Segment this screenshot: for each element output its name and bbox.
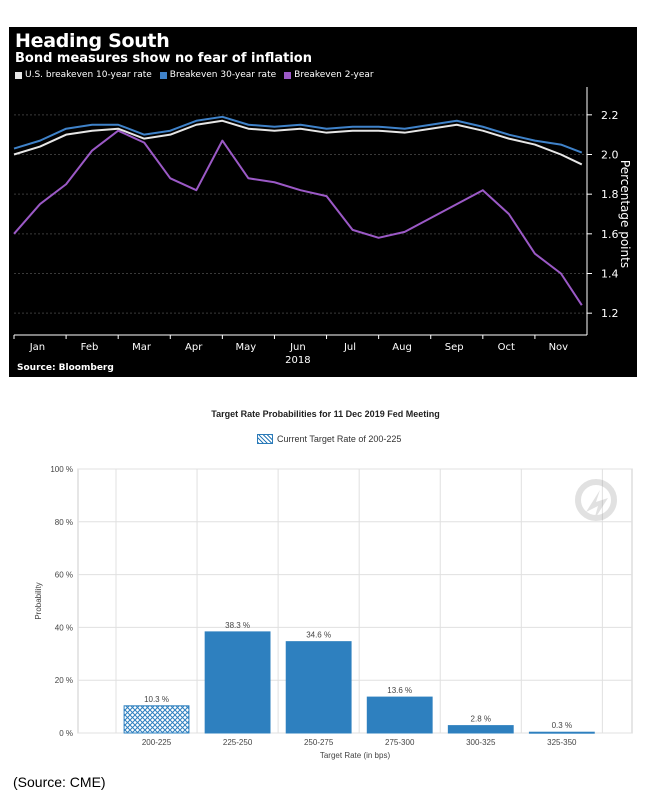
y-tick-label: 2.0 xyxy=(601,149,619,162)
legend-label: Breakeven 2-year xyxy=(294,70,374,80)
y-tick-label: 1.6 xyxy=(601,228,619,241)
x-tick-label: Oct xyxy=(498,342,515,353)
x-axis-label: 2018 xyxy=(285,355,310,366)
y-tick-label: 40 % xyxy=(55,623,73,632)
x-tick-label: 275-300 xyxy=(385,738,415,747)
data-label: 10.3 % xyxy=(144,695,169,704)
x-tick-label: Feb xyxy=(81,342,99,353)
legend-swatch xyxy=(257,434,273,444)
y-tick-label: 1.2 xyxy=(601,307,619,320)
y-tick-label: 1.8 xyxy=(601,188,619,201)
bloomberg-plot: 2.2 2.0 1.8 1.6 1.4 1.2 Percentage points Jan Fe… xyxy=(13,87,632,366)
x-tick-label: 250-275 xyxy=(304,738,334,747)
x-axis-label: Target Rate (in bps) xyxy=(320,751,391,760)
x-tick-label: 225-250 xyxy=(223,738,253,747)
legend-label: Breakeven 30-year rate xyxy=(169,70,277,80)
x-tick-label: Jun xyxy=(289,342,306,353)
x-tick-label: Nov xyxy=(549,342,569,353)
data-label: 34.6 % xyxy=(306,631,331,640)
chart-title: Target Rate Probabilities for 11 Dec 201… xyxy=(211,409,440,419)
data-label: 13.6 % xyxy=(387,686,412,695)
legend-label: Current Target Rate of 200-225 xyxy=(277,434,402,444)
bar-325-350 xyxy=(528,731,595,734)
x-tick-label: 200-225 xyxy=(142,738,172,747)
x-tick-label: 300-325 xyxy=(466,738,496,747)
y-axis-label: Percentage points xyxy=(618,160,632,268)
bar-225-250 xyxy=(204,631,271,734)
x-tick-label: Aug xyxy=(392,342,412,353)
data-label: 38.3 % xyxy=(225,621,250,630)
y-tick-label: 0 % xyxy=(59,729,73,738)
plot-border xyxy=(77,468,633,734)
watermark-logo xyxy=(575,479,617,521)
x-tick-label: Jul xyxy=(343,342,356,353)
series-line-2yr xyxy=(13,129,583,306)
legend-label: U.S. breakeven 10-year rate xyxy=(25,70,152,80)
cme-plot: 0 % 20 % 40 % 60 % 80 % 100 % 10.3 % 200-225 38.… xyxy=(34,465,633,760)
x-tick-label: Jan xyxy=(29,342,45,353)
y-tick-label: 100 % xyxy=(50,465,73,474)
logo-ring xyxy=(575,479,617,521)
legend-item-2yr: Breakeven 2-year xyxy=(284,70,374,80)
data-label: 2.8 % xyxy=(471,715,491,724)
chart-subtitle: Bond measures show no fear of inflation xyxy=(15,51,312,66)
chart-legend: U.S. breakeven 10-year rate Breakeven 30… xyxy=(15,70,374,80)
legend-item-10yr: U.S. breakeven 10-year rate xyxy=(15,70,152,80)
bar-275-300 xyxy=(366,696,433,734)
chart-source: Source: Bloomberg xyxy=(17,363,114,373)
x-tick-label: 325-350 xyxy=(547,738,577,747)
y-tick-label: 80 % xyxy=(55,518,73,527)
bar-200-225 xyxy=(123,705,190,734)
y-tick-label: 2.2 xyxy=(601,109,619,122)
y-tick-label: 20 % xyxy=(55,676,73,685)
x-tick-label: May xyxy=(235,342,256,353)
x-tick-label: Sep xyxy=(445,342,464,353)
bar-250-275 xyxy=(285,641,352,734)
x-tick-label: Mar xyxy=(132,342,152,353)
data-label: 0.3 % xyxy=(552,721,572,730)
y-axis-label: Probability xyxy=(34,582,43,619)
cme-chart: 0 % 20 % 40 % 60 % 80 % 100 % 10.3 % 200-225 38.… xyxy=(0,400,651,770)
y-tick-label: 60 % xyxy=(55,571,73,580)
bar-300-325 xyxy=(447,725,514,734)
bloomberg-chart: 2.2 2.0 1.8 1.6 1.4 1.2 Percentage points Jan Fe… xyxy=(9,27,637,377)
series-line-10yr xyxy=(13,119,583,166)
logo-bolt xyxy=(586,490,608,520)
chart-title: Heading South xyxy=(15,30,170,52)
y-tick-label: 1.4 xyxy=(601,268,619,281)
x-tick-label: Apr xyxy=(185,342,203,353)
chart-legend: Current Target Rate of 200-225 xyxy=(257,434,401,444)
source-caption: (Source: CME) xyxy=(13,774,106,790)
legend-item-30yr: Breakeven 30-year rate xyxy=(159,70,277,80)
series-line-30yr xyxy=(13,115,583,154)
